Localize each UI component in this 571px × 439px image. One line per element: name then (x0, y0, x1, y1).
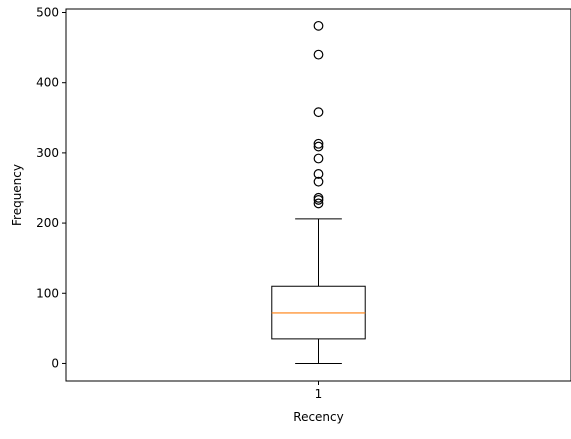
outlier-point (313, 169, 324, 179)
plot-area (65, 8, 571, 382)
outlier-point (313, 107, 324, 118)
outlier-point (313, 153, 324, 164)
outlier-point (313, 138, 324, 149)
outlier-point (313, 192, 324, 203)
y-tick-label: 500 (36, 6, 59, 20)
y-tick-label: 0 (51, 356, 59, 370)
y-tick-label: 100 (36, 286, 59, 300)
y-tick-label: 300 (36, 146, 59, 160)
outlier-point (313, 49, 324, 60)
y-tick-label: 200 (36, 216, 59, 230)
x-tick-label: 1 (315, 387, 323, 401)
x-axis-label: Recency (293, 410, 343, 424)
y-tick-label: 400 (36, 76, 59, 90)
y-axis-label: Frequency (10, 164, 24, 226)
y-axis-ticks: 0 100 200 300 400 500 (36, 6, 66, 370)
outlier-point (313, 198, 324, 209)
x-axis-ticks: 1 (315, 381, 323, 401)
outlier-point (313, 20, 324, 31)
outlier-point (313, 141, 324, 152)
box-group (271, 20, 366, 364)
outlier-point (313, 176, 324, 187)
